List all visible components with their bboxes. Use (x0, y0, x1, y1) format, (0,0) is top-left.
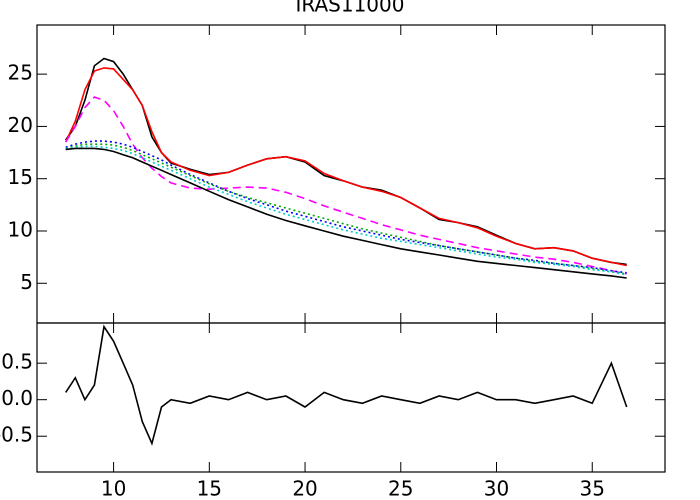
data-line (65, 140, 627, 274)
data-line (65, 96, 627, 275)
plot-frame (36, 24, 666, 324)
data-line (65, 324, 628, 446)
y-tick-label: 0.5 (1, 350, 33, 374)
x-tick-label: 30 (484, 477, 509, 500)
y-tick-label: -0.5 (0, 423, 33, 447)
plot-frame (36, 322, 666, 473)
data-line (65, 147, 627, 279)
data-line (65, 143, 627, 275)
y-tick-label: 20 (8, 113, 33, 137)
y-tick-label: 15 (8, 165, 33, 189)
y-tick-label: 0.0 (1, 386, 33, 410)
y-tick-label: 10 (8, 217, 33, 241)
y-tick-label: 5 (20, 270, 33, 294)
x-tick-label: 15 (197, 477, 222, 500)
chart-title: IRAS11000 (296, 0, 405, 17)
data-line (65, 145, 627, 276)
x-tick-label: 20 (292, 477, 317, 500)
y-tick-label: 25 (8, 61, 33, 85)
x-tick-label: 35 (580, 477, 605, 500)
data-line (64, 67, 627, 267)
x-tick-label: 10 (101, 477, 126, 500)
x-tick-label: 25 (388, 477, 413, 500)
